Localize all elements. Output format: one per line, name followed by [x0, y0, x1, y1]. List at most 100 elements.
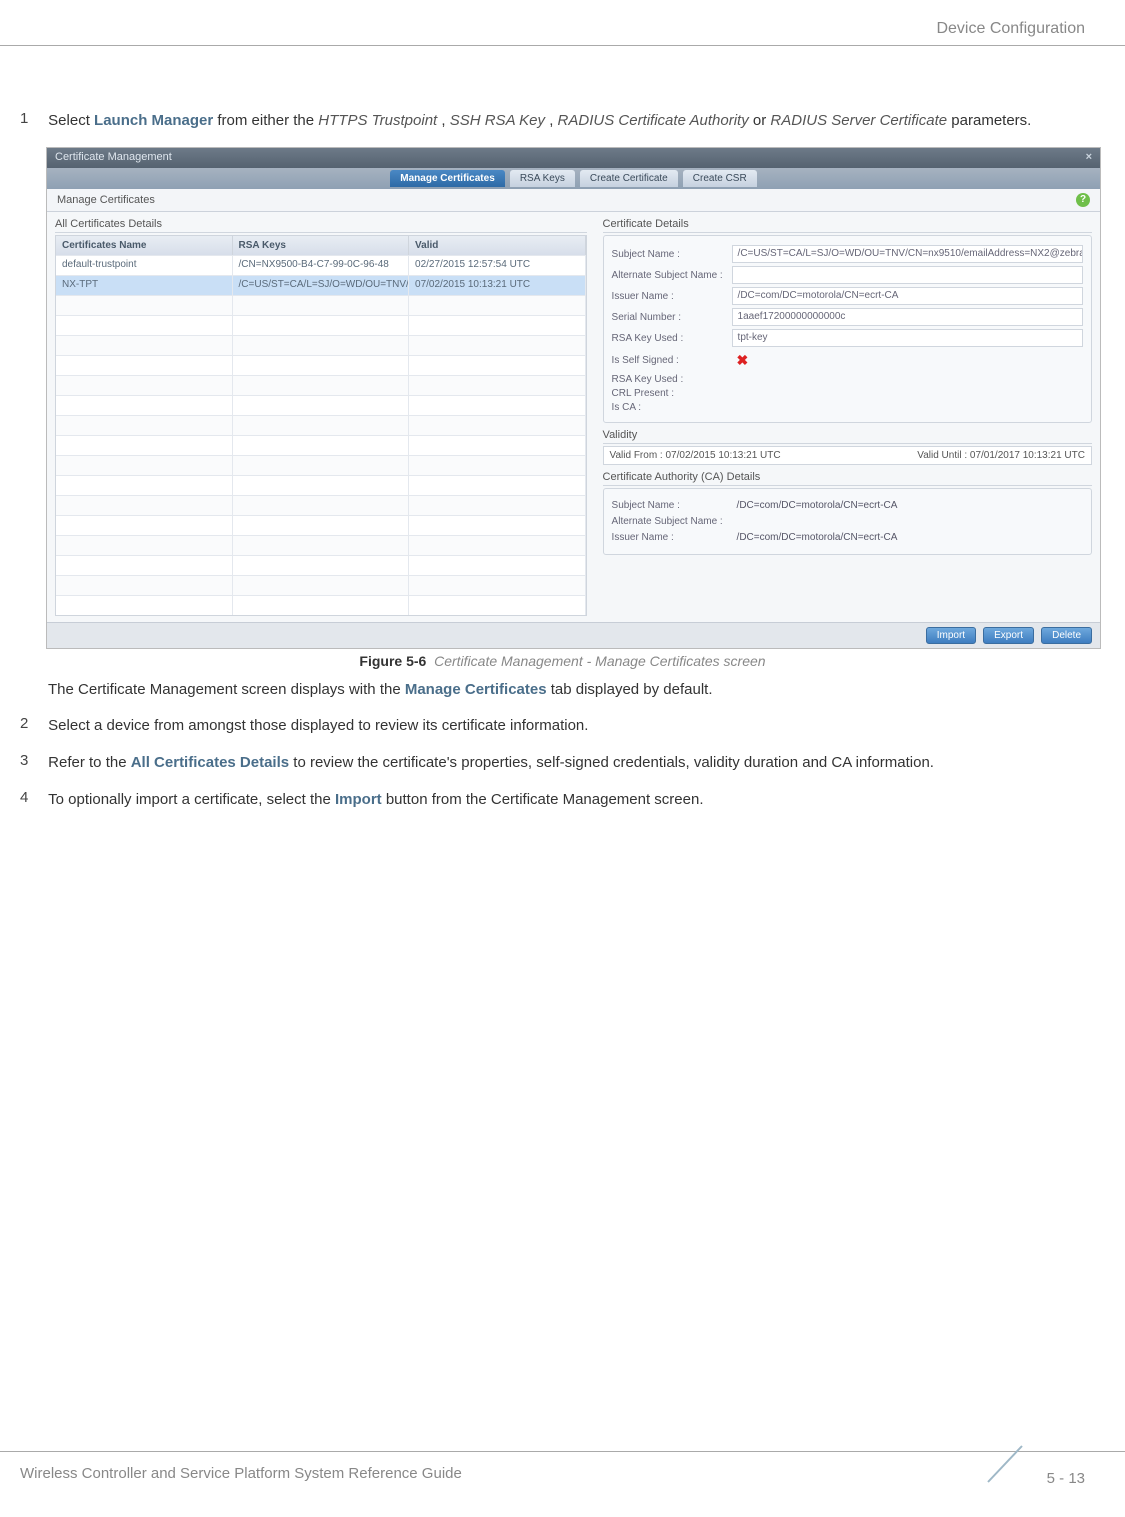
lbl: Is CA :	[612, 402, 732, 413]
cert-mgmt-screenshot: Certificate Management × Manage Certific…	[46, 147, 1101, 649]
grid-col-rsa[interactable]: RSA Keys	[233, 236, 410, 255]
val: /DC=com/DC=motorola/CN=ecrt-CA	[732, 287, 1083, 305]
t: To optionally import a certificate, sele…	[48, 791, 335, 808]
tabs-bar: Manage Certificates RSA Keys Create Cert…	[47, 168, 1100, 189]
lbl: Serial Number :	[612, 312, 732, 323]
step-3-body: Refer to the All Certificates Details to…	[48, 752, 1103, 773]
all-cert-details-label: All Certificates Details	[131, 754, 289, 771]
cell: 07/02/2015 10:13:21 UTC	[409, 276, 586, 295]
val: 07/01/2017 10:13:21 UTC	[970, 450, 1085, 461]
val	[732, 392, 1083, 396]
launch-manager-label: Launch Manager	[94, 112, 213, 129]
lbl: Valid From :	[610, 450, 663, 461]
import-label: Import	[335, 791, 382, 808]
lbl: RSA Key Used :	[612, 374, 732, 385]
table-row[interactable]: NX-TPT /C=US/ST=CA/L=SJ/O=WD/OU=TNV/CN=n…	[56, 275, 586, 295]
x-icon: ✖	[732, 350, 1083, 371]
step-1-num: 1	[20, 110, 44, 127]
left-panel-title: All Certificates Details	[55, 218, 587, 233]
footer-page-number: 5 - 13	[1047, 1470, 1085, 1487]
page-content: 1 Select Launch Manager from either the …	[20, 110, 1105, 826]
cell: default-trustpoint	[56, 256, 233, 275]
blank-rows	[56, 295, 586, 615]
grid-col-valid[interactable]: Valid	[409, 236, 586, 255]
step-1-body: Select Launch Manager from either the HT…	[48, 110, 1103, 131]
step-3-num: 3	[20, 752, 44, 769]
validity-row: Valid From : 07/02/2015 10:13:21 UTC Val…	[603, 446, 1092, 465]
t: SSH RSA Key	[450, 112, 545, 129]
tab-create-certificate[interactable]: Create Certificate	[580, 170, 678, 187]
manage-certificates-label: Manage Certificates	[405, 681, 547, 698]
cell: NX-TPT	[56, 276, 233, 295]
tab-create-csr[interactable]: Create CSR	[683, 170, 757, 187]
footer-slash-icon	[980, 1442, 1030, 1487]
t: parameters.	[951, 112, 1031, 129]
val	[732, 378, 1083, 382]
val	[732, 406, 1083, 410]
step-1: 1 Select Launch Manager from either the …	[20, 110, 1105, 131]
val: /DC=com/DC=motorola/CN=ecrt-CA	[732, 530, 1083, 545]
t: button from the Certificate Management s…	[386, 791, 704, 808]
step-4-body: To optionally import a certificate, sele…	[48, 789, 1103, 810]
step-2-body: Select a device from amongst those displ…	[48, 715, 1103, 736]
footer-rule	[0, 1451, 1125, 1452]
t: ,	[549, 112, 557, 129]
val: 1aaef17200000000000c	[732, 308, 1083, 326]
figure-label: Figure 5-6	[359, 653, 426, 669]
step-3: 3 Refer to the All Certificates Details …	[20, 752, 1105, 773]
close-icon[interactable]: ×	[1086, 151, 1092, 165]
lbl: CRL Present :	[612, 388, 732, 399]
t: ,	[441, 112, 449, 129]
t: tab displayed by default.	[551, 681, 713, 698]
table-row[interactable]: default-trustpoint /CN=NX9500-B4-C7-99-0…	[56, 255, 586, 275]
delete-button[interactable]: Delete	[1041, 627, 1092, 644]
figure-caption: Figure 5-6 Certificate Management - Mana…	[20, 653, 1105, 669]
footer-doc-title: Wireless Controller and Service Platform…	[20, 1465, 462, 1482]
cert-grid: Certificates Name RSA Keys Valid default…	[55, 235, 587, 616]
step-4: 4 To optionally import a certificate, se…	[20, 789, 1105, 810]
lbl: Issuer Name :	[612, 532, 732, 543]
subheader: Manage Certificates ?	[47, 189, 1100, 212]
export-button[interactable]: Export	[983, 627, 1034, 644]
lbl: RSA Key Used :	[612, 333, 732, 344]
step-2: 2 Select a device from amongst those dis…	[20, 715, 1105, 736]
t: Refer to the	[48, 754, 131, 771]
lbl: Is Self Signed :	[612, 355, 732, 366]
t: or	[753, 112, 771, 129]
cell: /C=US/ST=CA/L=SJ/O=WD/OU=TNV/CN=nx	[233, 276, 410, 295]
import-button[interactable]: Import	[926, 627, 976, 644]
lbl: Valid Until :	[917, 450, 967, 461]
lbl: Issuer Name :	[612, 291, 732, 302]
step-2-num: 2	[20, 715, 44, 732]
figure-footer: Import Export Delete	[47, 622, 1100, 648]
lbl: Subject Name :	[612, 249, 732, 260]
window-title: Certificate Management	[55, 151, 172, 165]
cell: /CN=NX9500-B4-C7-99-0C-96-48	[233, 256, 410, 275]
figure-text: Certificate Management - Manage Certific…	[434, 653, 765, 669]
t: from either the	[217, 112, 318, 129]
val: /DC=com/DC=motorola/CN=ecrt-CA	[732, 498, 1083, 513]
left-panel: All Certificates Details Certificates Na…	[47, 212, 595, 622]
validity-title: Validity	[603, 429, 1092, 444]
t: HTTPS Trustpoint	[318, 112, 437, 129]
cert-details-group: Subject Name :/C=US/ST=CA/L=SJ/O=WD/OU=T…	[603, 235, 1092, 423]
ca-details-group: Subject Name :/DC=com/DC=motorola/CN=ecr…	[603, 488, 1092, 555]
t: RADIUS Server Certificate	[770, 112, 947, 129]
ca-title: Certificate Authority (CA) Details	[603, 471, 1092, 486]
right-panel: Certificate Details Subject Name :/C=US/…	[595, 212, 1100, 622]
val: /C=US/ST=CA/L=SJ/O=WD/OU=TNV/CN=nx9510/e…	[732, 245, 1083, 263]
subheader-title: Manage Certificates	[57, 194, 155, 206]
grid-col-name[interactable]: Certificates Name	[56, 236, 233, 255]
val	[732, 520, 1083, 524]
help-icon[interactable]: ?	[1076, 193, 1090, 207]
val: 07/02/2015 10:13:21 UTC	[666, 450, 781, 461]
window-titlebar: Certificate Management ×	[47, 148, 1100, 168]
right-panel-title: Certificate Details	[603, 218, 1092, 233]
tab-rsa-keys[interactable]: RSA Keys	[510, 170, 575, 187]
post-figure-text: The Certificate Management screen displa…	[48, 679, 1105, 701]
tab-manage-certificates[interactable]: Manage Certificates	[390, 170, 504, 187]
t: RADIUS Certificate Authority	[558, 112, 749, 129]
figure-body: All Certificates Details Certificates Na…	[47, 212, 1100, 622]
val: tpt-key	[732, 329, 1083, 347]
val	[732, 266, 1083, 284]
